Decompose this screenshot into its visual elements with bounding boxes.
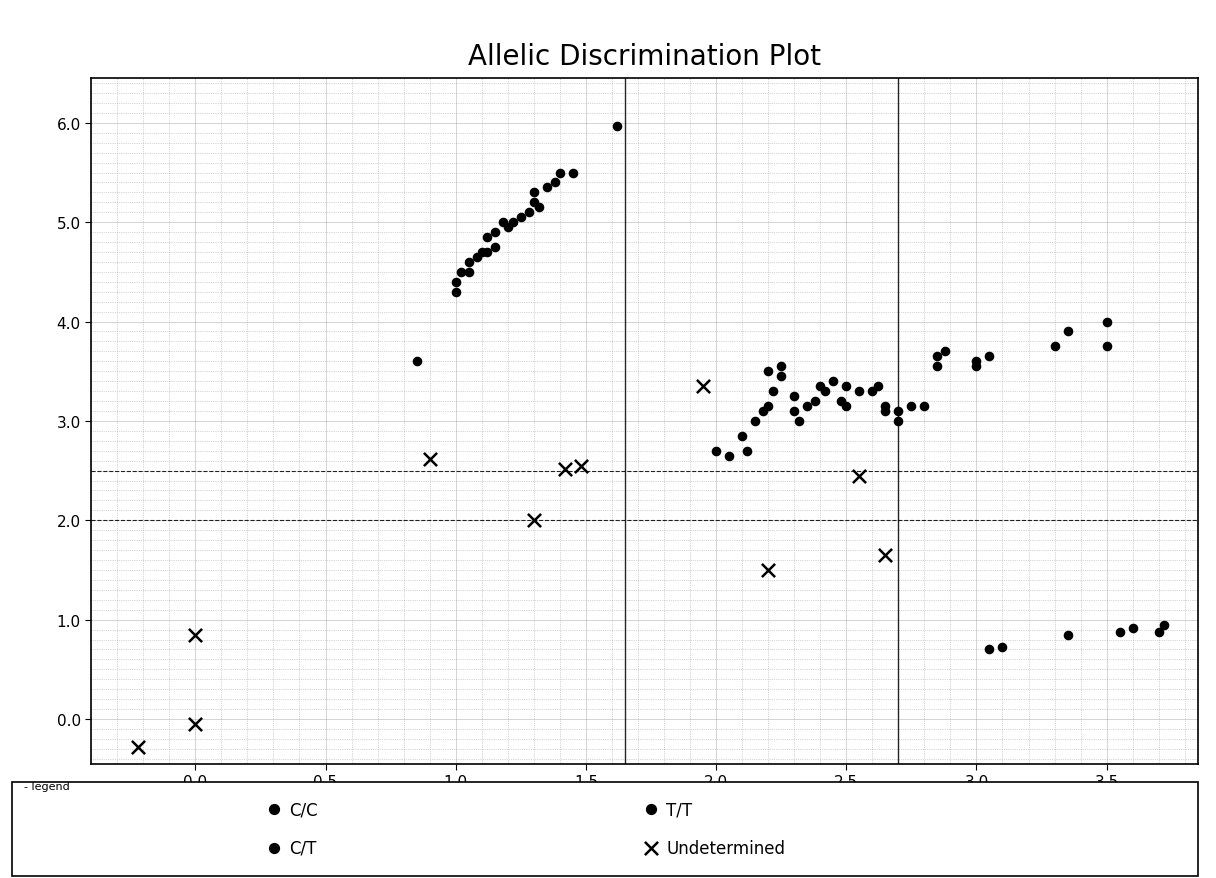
Point [550, 166, 569, 180]
Point [706, 444, 726, 458]
Point [563, 166, 582, 180]
Point [641, 841, 660, 855]
Point [458, 255, 478, 270]
Point [472, 246, 491, 260]
Point [889, 405, 908, 419]
Point [862, 385, 882, 399]
Point [837, 379, 856, 393]
Point [967, 355, 986, 369]
Point [1154, 618, 1173, 632]
Point [477, 246, 496, 260]
Point [850, 385, 869, 399]
Point [811, 379, 831, 393]
Point [889, 414, 908, 428]
Point [264, 802, 283, 817]
Point [901, 399, 921, 414]
Point [980, 350, 1000, 364]
Point [186, 628, 206, 642]
Text: C/T: C/T [289, 838, 317, 857]
Point [572, 459, 591, 473]
Point [935, 345, 955, 359]
Point [798, 399, 817, 414]
Point [524, 186, 544, 200]
Point [753, 405, 772, 419]
Point [771, 370, 790, 384]
Point [1097, 340, 1116, 354]
Point [693, 379, 713, 393]
Point [1058, 325, 1077, 339]
Point [485, 241, 505, 255]
Point [1122, 621, 1142, 635]
Point [492, 216, 512, 230]
Point [420, 452, 439, 466]
Title: Allelic Discrimination Plot: Allelic Discrimination Plot [468, 43, 821, 71]
Point [759, 364, 778, 378]
Point [524, 514, 544, 528]
Point [771, 360, 790, 374]
Point [876, 549, 895, 563]
Point [458, 265, 478, 279]
Point [928, 360, 947, 374]
FancyBboxPatch shape [12, 782, 1198, 876]
Point [876, 399, 895, 414]
Point [832, 394, 851, 408]
Point [1045, 340, 1064, 354]
Text: Undetermined: Undetermined [666, 838, 786, 857]
Point [499, 221, 518, 235]
Point [529, 201, 548, 215]
Point [1110, 625, 1130, 639]
Point [641, 802, 660, 817]
Point [784, 405, 804, 419]
Point [764, 385, 783, 399]
Point [511, 211, 530, 225]
Point [805, 394, 824, 408]
Point [451, 265, 471, 279]
Point [477, 231, 496, 245]
Point [720, 450, 739, 464]
Point [545, 176, 564, 191]
Point [503, 216, 523, 230]
Point [485, 226, 505, 240]
Point [759, 399, 778, 414]
Point [928, 350, 947, 364]
Point [992, 641, 1012, 655]
Point [876, 405, 895, 419]
Point [914, 399, 934, 414]
Point [789, 414, 809, 428]
Point [1058, 628, 1077, 642]
Point [608, 119, 627, 133]
Point [837, 399, 856, 414]
Point [467, 250, 486, 264]
Point [784, 390, 804, 404]
Point [264, 841, 283, 855]
Point [537, 181, 557, 195]
Text: C/C: C/C [289, 801, 319, 818]
Point [556, 462, 575, 476]
Point [738, 444, 758, 458]
Text: T/T: T/T [666, 801, 692, 818]
Point [524, 196, 544, 210]
Point [967, 360, 986, 374]
Point [732, 429, 751, 443]
Point [129, 740, 148, 754]
Point [850, 469, 869, 483]
Point [816, 385, 835, 399]
Point [1097, 315, 1116, 329]
Point [759, 564, 778, 578]
Point [745, 414, 765, 428]
Point [980, 643, 1000, 657]
Point [868, 379, 888, 393]
Point [446, 276, 466, 290]
Point [519, 206, 539, 220]
Point [823, 375, 843, 389]
Text: - legend: - legend [24, 781, 71, 791]
Point [407, 355, 427, 369]
Point [1149, 625, 1169, 639]
Point [186, 717, 206, 731]
Point [446, 285, 466, 299]
